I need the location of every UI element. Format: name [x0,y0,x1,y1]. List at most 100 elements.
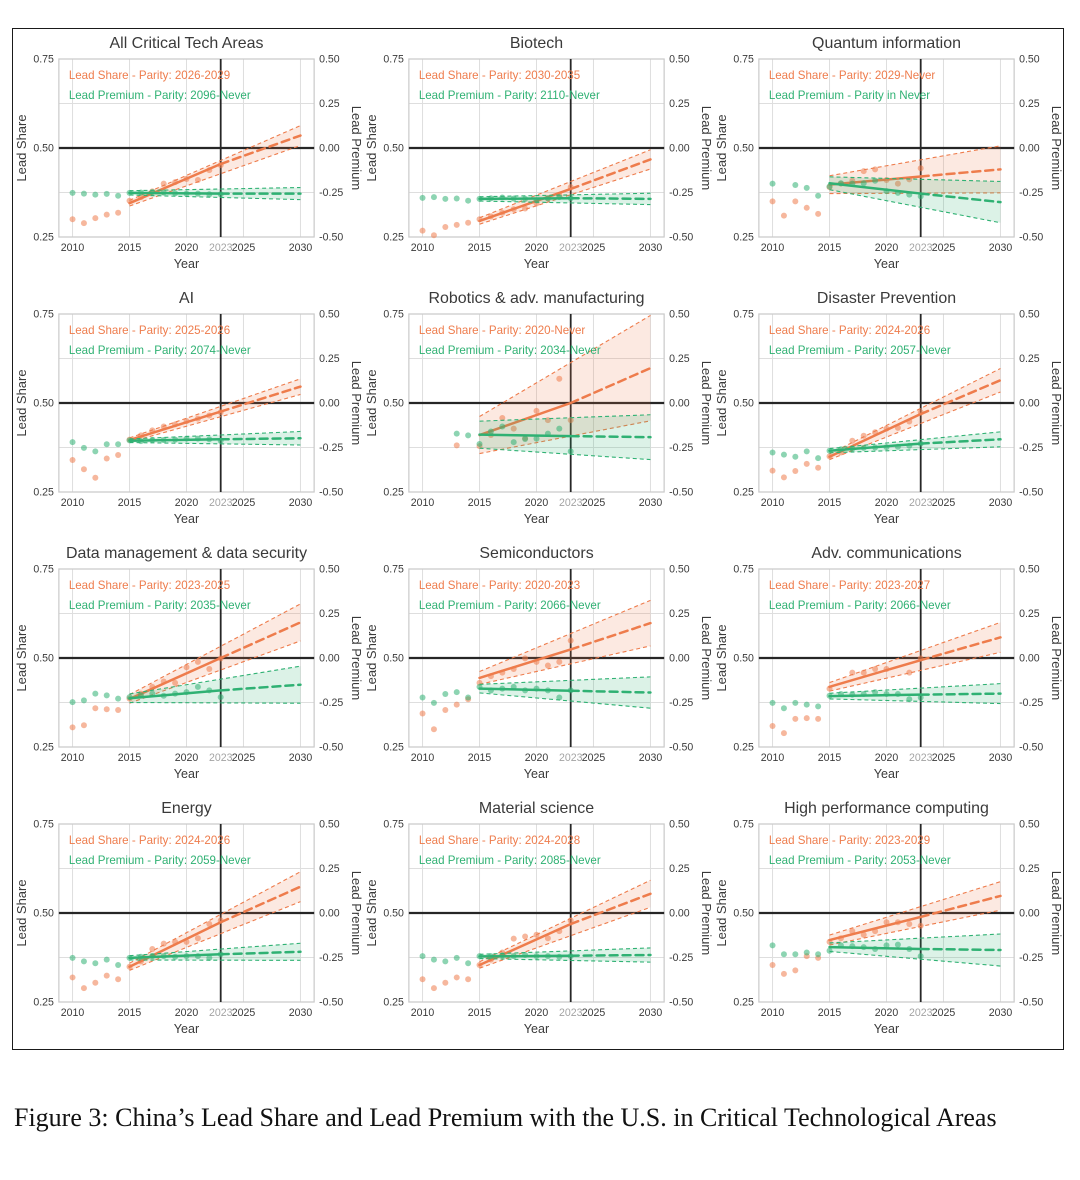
left-axis-ticks: 0.75 0.50 0.25 [733,819,754,1009]
legend-lead-share: Lead Share - Parity: 2023-2029 [769,835,930,847]
lead-premium-point [206,954,213,961]
lead-share-point [442,706,449,713]
lead-premium-point [453,430,460,437]
lead-premium-point [103,190,110,197]
marker-year-tick: 2023 [209,752,233,764]
lead-share-point [92,979,99,986]
lead-share-point [906,921,913,928]
lead-premium-band-upper [129,186,301,192]
lead-premium-point [476,440,483,447]
svg-text:0.50: 0.50 [669,309,690,321]
lead-share-point [115,451,122,458]
lead-premium-point [69,439,76,446]
lead-share-point [860,931,867,938]
lead-premium-projection-line [569,434,652,439]
svg-text:0.00: 0.00 [319,143,340,155]
lead-share-point [567,917,574,924]
figure-caption: Figure 3: China’s Lead Share and Lead Pr… [14,1098,1060,1138]
subplot-svg: Data management & data security Lead Shar… [14,545,363,781]
svg-text:2025: 2025 [232,497,256,509]
svg-text:0.50: 0.50 [319,54,340,66]
lead-share-point [80,985,87,992]
svg-text:0.00: 0.00 [1019,143,1040,155]
subplot-title: Material science [479,800,594,817]
svg-text:0.75: 0.75 [33,309,54,321]
subplot-title: Robotics & adv. manufacturing [429,290,645,307]
left-axis-ticks: 0.75 0.50 0.25 [383,309,404,499]
svg-text:0.25: 0.25 [319,863,340,875]
svg-text:-0.50: -0.50 [669,742,693,754]
lead-premium-point [115,192,122,199]
lead-share-point [453,701,460,708]
lead-share-point [544,662,551,669]
lead-premium-band-upper [479,414,651,422]
svg-text:0.50: 0.50 [33,653,54,665]
lead-premium-trend-line [128,689,222,700]
x-axis-ticks: 2010 2015 2020 2025 2030 2023 [411,1007,663,1019]
lead-share-point [69,724,76,731]
lead-premium-projection-line [219,436,302,441]
lead-premium-band-lower [129,194,301,201]
lead-share-band-upper [129,871,301,964]
lead-premium-point [69,189,76,196]
right-axis-label: Lead Premium [699,871,713,955]
x-axis-label: Year [524,512,549,526]
lead-share-trend-line [128,921,222,969]
x-axis-ticks: 2010 2015 2020 2025 2030 2023 [411,242,663,254]
svg-text:2010: 2010 [61,242,85,254]
lead-share-point [160,940,167,947]
lead-premium-projection-line [569,953,652,957]
svg-text:0.50: 0.50 [733,908,754,920]
subplot-title: Adv. communications [811,545,961,562]
lead-share-projection-line [219,885,302,924]
legend-lead-premium: Lead Premium - Parity: 2110-Never [419,90,600,102]
left-axis-ticks: 0.75 0.50 0.25 [33,54,54,244]
svg-text:2020: 2020 [875,1007,899,1019]
svg-text:2025: 2025 [932,242,956,254]
legend-lead-share: Lead Share - Parity: 2024-2026 [69,835,230,847]
svg-text:0.75: 0.75 [33,54,54,66]
lead-premium-projection-line [919,692,1002,696]
lead-share-band-upper [829,367,1001,455]
svg-text:-0.25: -0.25 [669,952,693,964]
marker-year-tick: 2023 [909,752,933,764]
lead-premium-band-lower [129,441,301,446]
lead-premium-point [419,694,426,701]
lead-premium-point [872,689,879,696]
svg-text:0.50: 0.50 [33,908,54,920]
legend-lead-premium: Lead Premium - Parity: 2057-Never [769,345,951,357]
right-axis-ticks: 0.50 0.25 0.00 -0.25 -0.50 [1019,309,1043,499]
subplot-svg: Robotics & adv. manufacturing Lead Share … [364,290,713,526]
svg-text:0.75: 0.75 [383,564,404,576]
lead-premium-point [115,695,122,702]
subplot-title: All Critical Tech Areas [110,35,264,52]
svg-text:0.75: 0.75 [733,54,754,66]
lead-premium-point [442,195,449,202]
svg-text:2010: 2010 [411,752,435,764]
lead-premium-series [419,192,652,206]
lead-share-trend-line [128,410,222,442]
lead-share-point [430,232,437,239]
marker-year-tick: 2023 [559,497,583,509]
lead-premium-band-upper [479,676,651,685]
svg-text:2030: 2030 [639,242,663,254]
left-axis-label: Lead Share [14,879,29,946]
lead-share-trend-line [478,648,572,680]
lead-share-point [419,227,426,234]
lead-share-point [556,658,563,665]
lead-share-point [80,466,87,473]
lead-premium-point [92,448,99,455]
lead-share-point [442,224,449,231]
svg-text:0.25: 0.25 [1019,608,1040,620]
svg-text:-0.25: -0.25 [669,697,693,709]
svg-text:2025: 2025 [932,1007,956,1019]
lead-share-point [172,679,179,686]
svg-text:2030: 2030 [289,497,313,509]
svg-text:0.50: 0.50 [33,143,54,155]
lead-premium-point [567,448,574,455]
lead-share-band-upper [129,603,301,696]
x-axis-ticks: 2010 2015 2020 2025 2030 2023 [61,497,313,509]
lead-premium-point [792,951,799,958]
lead-share-point [860,669,867,676]
lead-share-point [917,922,924,929]
